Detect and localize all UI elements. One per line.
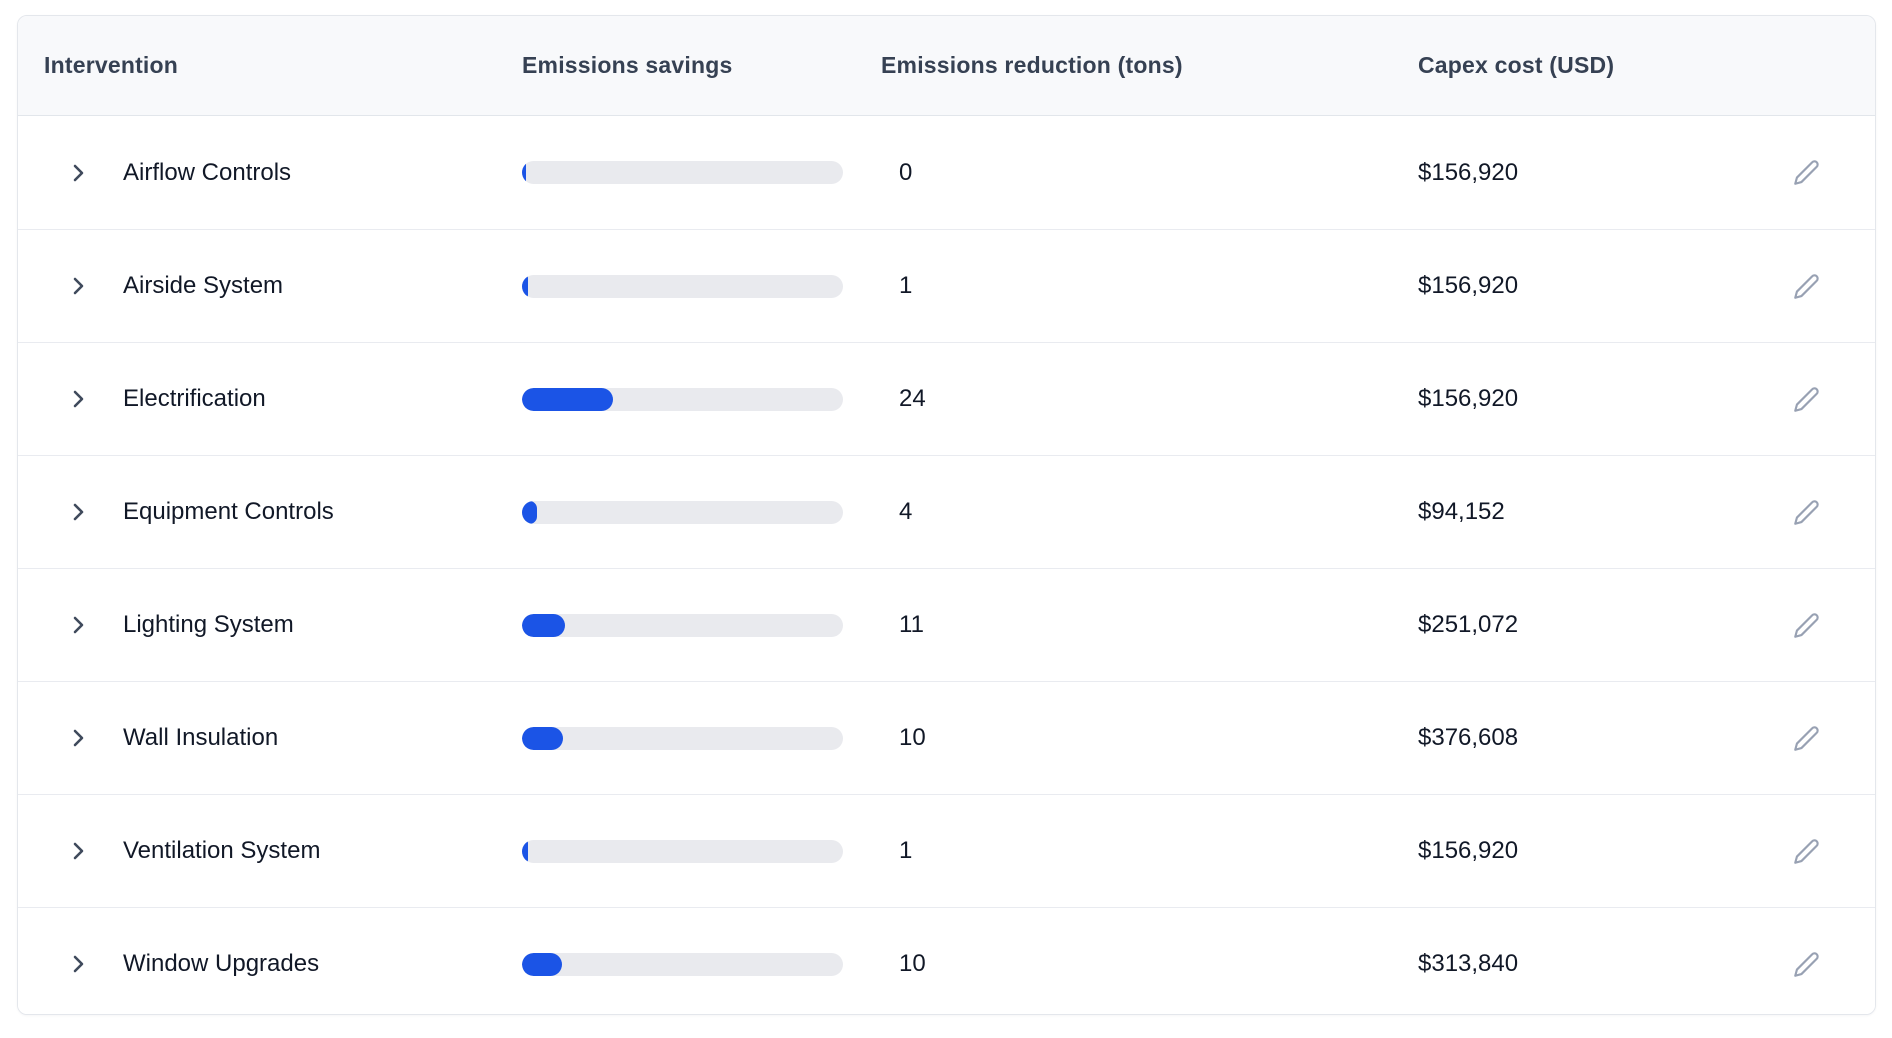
emissions-savings-bar-fill [522,500,538,524]
emissions-reduction-value: 10 [899,950,926,977]
table-row: Window Upgrades 10 $313,840 [18,907,1875,1014]
capex-cost-value: $313,840 [1418,950,1519,977]
emissions-savings-bar-track [522,161,843,184]
actions-cell [1791,497,1875,527]
actions-cell [1791,723,1875,753]
capex-cost-value: $94,152 [1418,498,1505,525]
emissions-savings-bar-fill [522,613,565,637]
actions-cell [1791,158,1875,188]
emissions-savings-bar-fill [522,726,564,750]
interventions-table: Intervention Emissions savings Emissions… [17,15,1876,1015]
table-body: Airflow Controls 0 $156,920 Airside Syst [18,116,1875,1014]
emissions-savings-bar-fill [522,387,614,411]
emissions-savings-bar-track [522,726,843,750]
emissions-reduction-value: 4 [899,498,913,525]
table-row: Equipment Controls 4 $94,152 [18,455,1875,568]
emissions-savings-bar-track [522,613,843,637]
capex-cost-value: $156,920 [1418,837,1519,864]
emissions-reduction-value: 24 [899,385,926,412]
chevron-right-icon[interactable] [66,726,90,750]
intervention-name: Wall Insulation [123,724,279,751]
actions-cell [1791,949,1875,979]
intervention-cell: Window Upgrades [18,950,522,978]
capex-cost-value: $156,920 [1418,158,1519,186]
emissions-savings-cell [522,500,881,524]
emissions-reduction-value: 10 [899,724,926,751]
capex-cost-value: $156,920 [1418,385,1519,412]
chevron-right-icon[interactable] [66,387,90,411]
emissions-savings-bar-fill [522,839,529,863]
emissions-savings-bar-fill [522,161,526,184]
emissions-savings-bar-track [522,387,843,411]
emissions-reduction-value: 1 [899,272,913,299]
table-row: Ventilation System 1 $156,920 [18,794,1875,907]
table-row: Airflow Controls 0 $156,920 [18,116,1875,229]
emissions-reduction-value: 11 [899,611,924,638]
intervention-name: Electrification [123,385,266,412]
pencil-icon[interactable] [1791,158,1821,188]
intervention-name: Lighting System [123,611,294,638]
column-header-capex-cost: Capex cost (USD) [1418,52,1615,78]
table-row: Lighting System 11 $251,072 [18,568,1875,681]
actions-cell [1791,836,1875,866]
intervention-cell: Ventilation System [18,837,522,865]
emissions-reduction-value: 0 [899,158,913,186]
pencil-icon[interactable] [1791,271,1821,301]
emissions-savings-bar-fill [522,274,529,298]
chevron-right-icon[interactable] [66,839,90,863]
table-row: Airside System 1 $156,920 [18,229,1875,342]
emissions-savings-cell [522,726,881,750]
intervention-cell: Equipment Controls [18,498,522,526]
intervention-name: Equipment Controls [123,498,334,525]
intervention-cell: Airflow Controls [18,159,522,187]
column-header-emissions-reduction: Emissions reduction (tons) [881,52,1183,78]
chevron-right-icon[interactable] [66,952,90,976]
capex-cost-value: $156,920 [1418,272,1519,299]
emissions-savings-bar-track [522,952,843,976]
pencil-icon[interactable] [1791,836,1821,866]
table-row: Electrification 24 $156,920 [18,342,1875,455]
emissions-reduction-value: 1 [899,837,913,864]
chevron-right-icon[interactable] [66,161,90,185]
table-header-row: Intervention Emissions savings Emissions… [18,16,1875,116]
emissions-savings-bar-track [522,500,843,524]
table-row: Wall Insulation 10 $376,608 [18,681,1875,794]
actions-cell [1791,271,1875,301]
actions-cell [1791,384,1875,414]
capex-cost-value: $376,608 [1418,724,1519,751]
chevron-right-icon[interactable] [66,500,90,524]
intervention-cell: Lighting System [18,611,522,639]
intervention-cell: Electrification [18,385,522,413]
emissions-savings-cell [522,839,881,863]
intervention-name: Window Upgrades [123,950,320,977]
actions-cell [1791,610,1875,640]
pencil-icon[interactable] [1791,497,1821,527]
intervention-cell: Wall Insulation [18,724,522,752]
emissions-savings-cell [522,274,881,298]
chevron-right-icon[interactable] [66,274,90,298]
emissions-savings-bar-fill [522,952,563,976]
pencil-icon[interactable] [1791,384,1821,414]
emissions-savings-cell [522,952,881,976]
emissions-savings-cell [522,613,881,637]
pencil-icon[interactable] [1791,949,1821,979]
pencil-icon[interactable] [1791,723,1821,753]
emissions-savings-cell [522,161,881,184]
emissions-savings-cell [522,387,881,411]
column-header-emissions-savings: Emissions savings [522,52,733,78]
emissions-savings-bar-track [522,839,843,863]
pencil-icon[interactable] [1791,610,1821,640]
intervention-cell: Airside System [18,272,522,300]
column-header-intervention: Intervention [44,52,179,78]
intervention-name: Airflow Controls [123,158,292,186]
emissions-savings-bar-track [522,274,843,298]
intervention-name: Airside System [123,272,284,299]
chevron-right-icon[interactable] [66,613,90,637]
capex-cost-value: $251,072 [1418,611,1519,638]
intervention-name: Ventilation System [123,837,321,864]
